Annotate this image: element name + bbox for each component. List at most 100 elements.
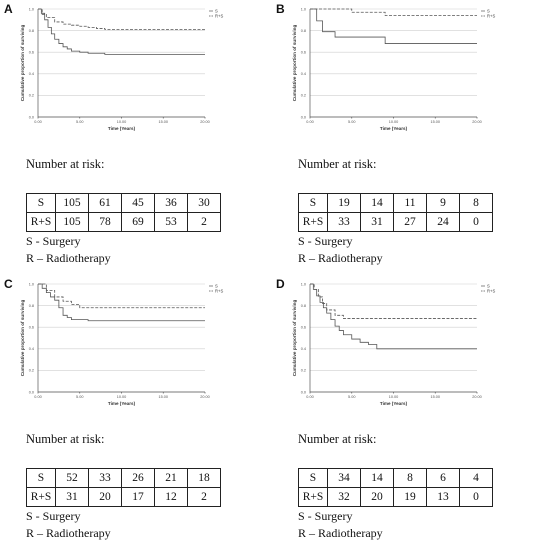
y-tick-label: 0.0 [301, 390, 306, 394]
y-tick-label: 0.4 [29, 72, 34, 76]
x-axis-label: Time (Years) [108, 126, 136, 131]
y-tick-label: 0.2 [29, 94, 34, 98]
x-tick-label: 0.00 [306, 395, 313, 399]
table-row: S 52 33 26 21 18 [26, 468, 221, 488]
series-line-s [38, 8, 205, 55]
table-row: R+S 32 20 19 13 0 [298, 487, 493, 507]
x-axis-label: Time (Years) [380, 126, 408, 131]
y-tick-label: 0.4 [301, 72, 306, 76]
x-axis-label: Time (Years) [108, 401, 136, 406]
risk-cell: 8 [459, 193, 493, 213]
risk-cell: 32 [327, 487, 361, 507]
panel-a: A 0.0 0.2 0.4 0.6 0.8 1.0 0.00 5.00 10.00 15.00 20… [0, 0, 271, 275]
legend-surgery: S - Surgery [298, 509, 353, 523]
y-tick-label: 1.0 [29, 282, 34, 286]
legend-label: R+S [487, 13, 495, 18]
risk-cell: 0 [459, 487, 493, 507]
y-axis-label: Cumulative proportion of surviving [292, 25, 297, 102]
x-tick-label: 20.00 [472, 395, 482, 399]
y-tick-label: 1.0 [301, 282, 306, 286]
legend-radiotherapy: R – Radiotherapy [298, 526, 383, 540]
legend-label: S [487, 8, 490, 13]
risk-cell: 4 [459, 468, 493, 488]
panel-label: A [4, 2, 13, 16]
row-label: R+S [298, 487, 328, 507]
y-tick-label: 0.2 [29, 369, 34, 373]
risk-cell: 61 [88, 193, 122, 213]
row-label: S [26, 468, 56, 488]
y-axis-label: Cumulative proportion of surviving [20, 25, 25, 102]
risk-cell: 19 [327, 193, 361, 213]
legend-label: R+S [215, 13, 223, 18]
risk-table-a: S 105 61 45 36 30 R+S 105 78 69 53 2 [26, 193, 221, 232]
row-label: S [26, 193, 56, 213]
risk-cell: 14 [360, 468, 394, 488]
legend-label: R+S [487, 288, 495, 293]
y-axis-label: Cumulative proportion of surviving [20, 300, 25, 377]
x-tick-label: 15.00 [158, 395, 168, 399]
y-tick-label: 0.4 [29, 347, 34, 351]
x-tick-label: 0.00 [306, 120, 313, 124]
risk-cell: 2 [187, 212, 221, 232]
risk-cell: 33 [327, 212, 361, 232]
risk-cell: 31 [360, 212, 394, 232]
table-row: R+S 105 78 69 53 2 [26, 212, 221, 232]
legend-radiotherapy: R – Radiotherapy [298, 251, 383, 265]
x-tick-label: 20.00 [472, 120, 482, 124]
y-axis-label: Cumulative proportion of surviving [292, 300, 297, 377]
risk-table-d: S 34 14 8 6 4 R+S 32 20 19 13 0 [298, 468, 493, 507]
series-line-s [310, 8, 477, 44]
risk-cell: 12 [154, 487, 188, 507]
risk-title: Number at risk: [26, 432, 105, 446]
risk-table-b: S 19 14 11 9 8 R+S 33 31 27 24 0 [298, 193, 493, 232]
x-tick-label: 10.00 [117, 120, 127, 124]
risk-cell: 69 [121, 212, 155, 232]
x-tick-label: 10.00 [389, 120, 399, 124]
row-label: R+S [298, 212, 328, 232]
risk-cell: 20 [88, 487, 122, 507]
risk-cell: 24 [426, 212, 460, 232]
risk-cell: 52 [55, 468, 89, 488]
risk-cell: 105 [55, 193, 89, 213]
risk-cell: 17 [121, 487, 155, 507]
table-row: S 105 61 45 36 30 [26, 193, 221, 213]
y-tick-label: 0.2 [301, 94, 306, 98]
x-tick-label: 0.00 [34, 395, 41, 399]
y-tick-label: 0.0 [29, 390, 34, 394]
table-row: S 34 14 8 6 4 [298, 468, 493, 488]
risk-title: Number at risk: [26, 157, 105, 171]
y-tick-label: 0.8 [301, 29, 306, 33]
series-line-s [310, 283, 477, 350]
panel-label: D [276, 277, 285, 291]
panel-d: D 0.0 0.2 0.4 0.6 0.8 1.0 0.00 5.00 10.00 15.00 20… [272, 275, 543, 550]
row-label: R+S [26, 487, 56, 507]
y-tick-label: 0.8 [29, 29, 34, 33]
y-tick-label: 0.0 [301, 115, 306, 119]
risk-cell: 18 [187, 468, 221, 488]
risk-cell: 33 [88, 468, 122, 488]
x-tick-label: 10.00 [389, 395, 399, 399]
legend-surgery: S - Surgery [26, 234, 81, 248]
risk-title: Number at risk: [298, 157, 377, 171]
risk-cell: 9 [426, 193, 460, 213]
y-tick-label: 0.6 [301, 326, 306, 330]
table-row: R+S 33 31 27 24 0 [298, 212, 493, 232]
y-tick-label: 0.0 [29, 115, 34, 119]
risk-cell: 26 [121, 468, 155, 488]
risk-cell: 6 [426, 468, 460, 488]
x-tick-label: 5.00 [76, 395, 83, 399]
legend-radiotherapy: R – Radiotherapy [26, 526, 111, 540]
risk-cell: 0 [459, 212, 493, 232]
risk-cell: 45 [121, 193, 155, 213]
risk-cell: 14 [360, 193, 394, 213]
row-label: S [298, 193, 328, 213]
y-tick-label: 0.6 [29, 51, 34, 55]
y-tick-label: 0.8 [29, 304, 34, 308]
risk-cell: 105 [55, 212, 89, 232]
risk-cell: 20 [360, 487, 394, 507]
risk-cell: 19 [393, 487, 427, 507]
series-line-rs [38, 283, 205, 309]
legend-surgery: S - Surgery [298, 234, 353, 248]
panel-label: B [276, 2, 285, 16]
legend-label: S [215, 8, 218, 13]
